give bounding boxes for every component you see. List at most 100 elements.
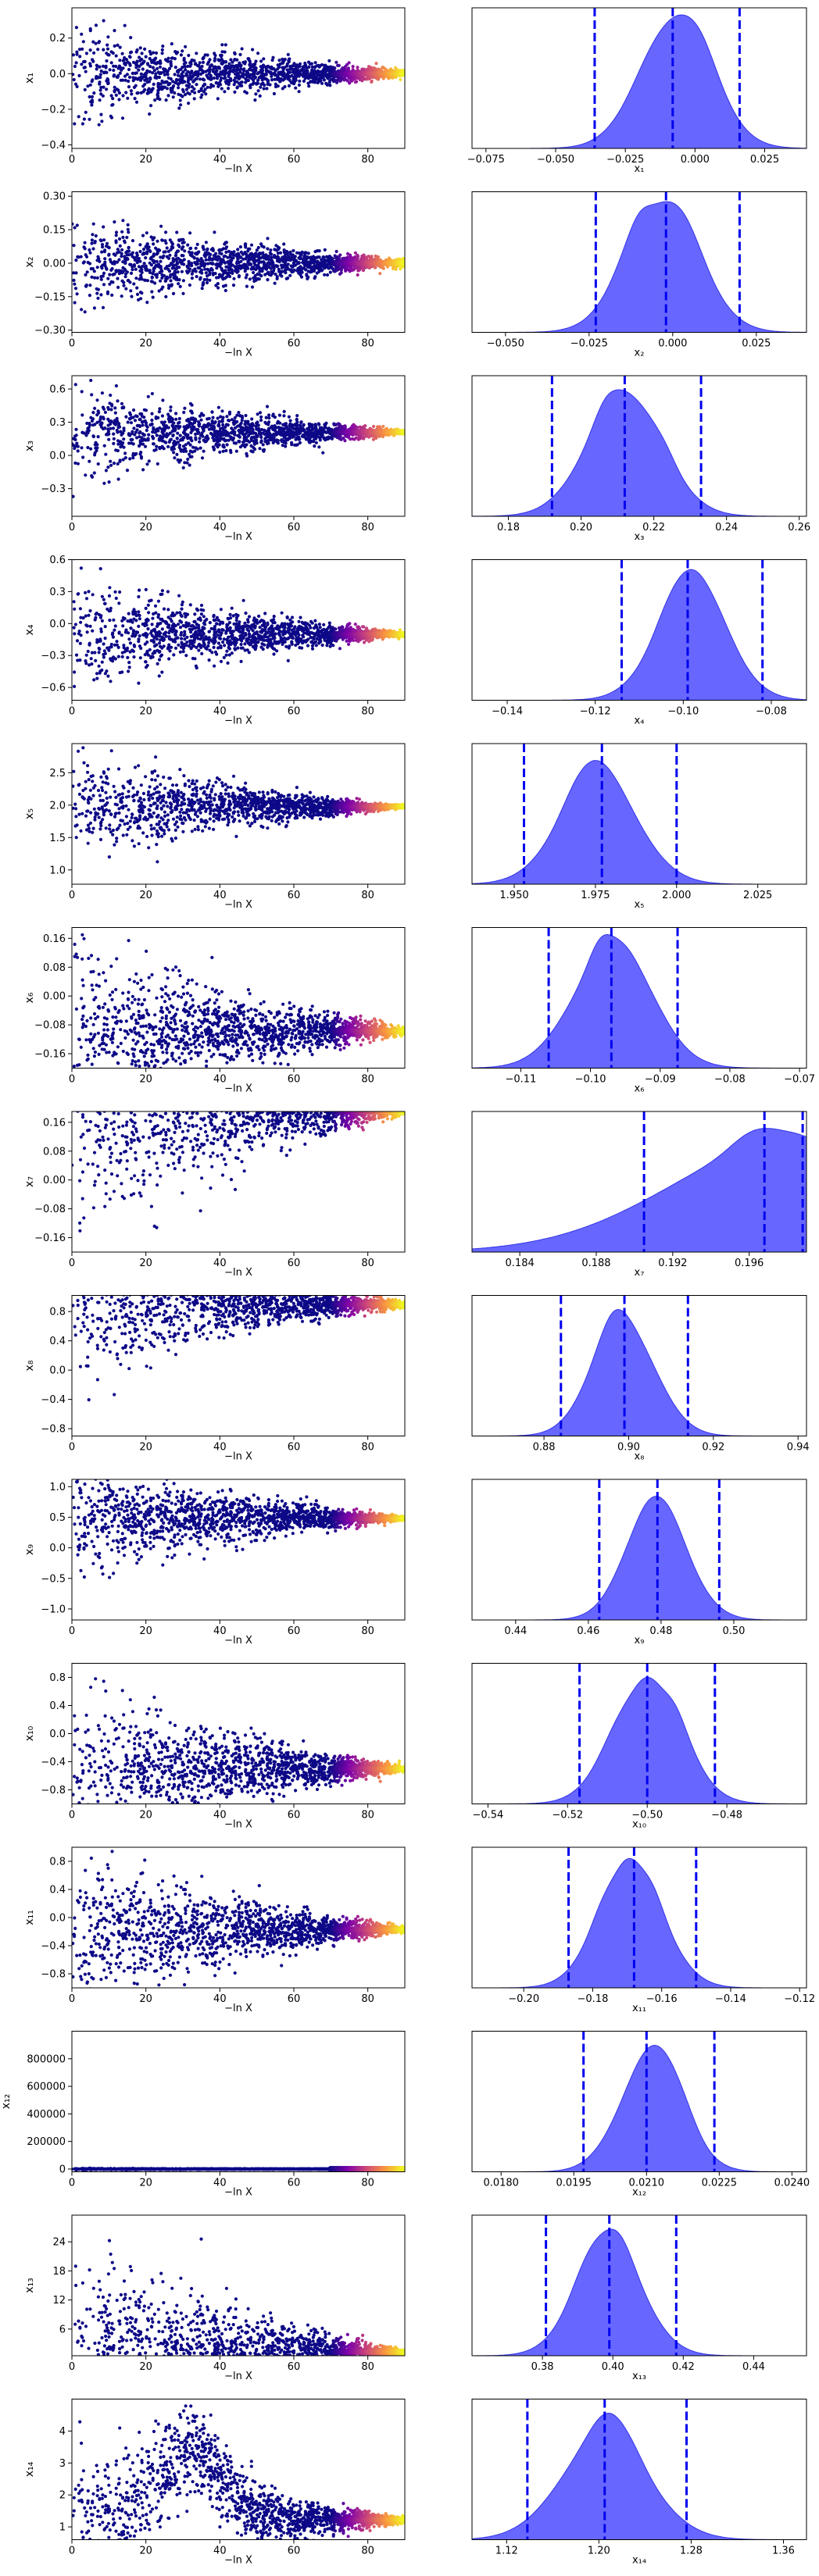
trace-point: [291, 261, 295, 265]
trace-point: [259, 70, 263, 74]
trace-point: [152, 82, 156, 86]
y-tick-label: 0.2: [49, 33, 66, 45]
trace-point: [129, 271, 134, 275]
trace-point: [98, 98, 102, 102]
trace-point: [251, 48, 255, 52]
trace-point: [310, 266, 314, 269]
trace-point: [210, 410, 214, 414]
trace-point: [99, 85, 103, 89]
trace-point: [263, 266, 267, 270]
trace-point: [128, 63, 132, 67]
trace-point: [163, 73, 166, 77]
trace-point: [211, 68, 215, 72]
x-tick-label: 60: [288, 522, 301, 533]
trace-point: [100, 250, 104, 254]
trace-point: [281, 255, 284, 259]
trace-point: [156, 427, 159, 431]
trace-point: [225, 430, 229, 434]
trace-point: [149, 104, 153, 108]
trace-point: [222, 77, 226, 80]
trace-point: [102, 225, 106, 229]
trace-point: [120, 68, 123, 72]
trace-point: [74, 26, 78, 30]
trace-point: [88, 248, 91, 252]
trace-point: [122, 437, 126, 441]
trace-point: [199, 260, 203, 264]
trace-point: [259, 418, 263, 423]
trace-point: [218, 251, 222, 255]
trace-point: [95, 413, 99, 417]
trace-point: [117, 237, 122, 241]
trace-point: [224, 423, 228, 426]
trace-point: [127, 253, 131, 257]
trace-point: [353, 80, 357, 84]
trace-point: [153, 430, 157, 434]
trace-point: [92, 471, 96, 475]
trace-point: [277, 430, 281, 433]
trace-point: [115, 416, 119, 420]
trace-point: [189, 71, 194, 75]
trace-point: [76, 444, 80, 448]
trace-point: [140, 291, 144, 295]
trace-point: [114, 230, 119, 234]
trace-point: [98, 80, 102, 84]
trace-point: [171, 80, 175, 84]
trace-point: [234, 72, 238, 76]
trace-point: [259, 85, 263, 89]
trace-point: [221, 71, 226, 76]
trace-point: [88, 95, 91, 99]
trace-point: [201, 60, 206, 64]
trace-point: [251, 450, 255, 454]
trace-point: [86, 84, 90, 88]
trace-point: [211, 248, 215, 252]
trace-point: [95, 398, 99, 402]
trace-point: [229, 436, 233, 440]
trace-point: [129, 89, 133, 93]
trace-point: [292, 268, 296, 272]
trace-point: [190, 429, 194, 433]
trace-point: [269, 266, 273, 270]
trace-point: [231, 438, 234, 442]
trace-point: [246, 266, 250, 270]
trace-point: [174, 417, 178, 421]
trace-point: [208, 66, 212, 71]
trace-point: [220, 426, 224, 430]
trace-point: [105, 70, 109, 74]
trace-point: [245, 284, 249, 288]
trace-point: [96, 296, 100, 300]
trace-point: [105, 87, 109, 91]
trace-point: [284, 75, 288, 79]
trace-point: [88, 29, 92, 33]
trace-point: [349, 268, 354, 273]
trace-point: [72, 73, 75, 77]
trace-point: [342, 436, 345, 441]
trace-point: [176, 458, 180, 462]
trace-point: [216, 445, 220, 449]
trace-point: [151, 237, 155, 241]
trace-point: [170, 42, 173, 46]
trace-point: [358, 435, 362, 439]
trace-point: [166, 71, 170, 75]
trace-point: [162, 70, 166, 74]
density-area: [472, 389, 806, 516]
trace-point: [206, 274, 209, 278]
marginal-axes: [471, 191, 807, 333]
trace-point: [352, 267, 356, 271]
trace-point: [116, 399, 120, 403]
trace-point: [246, 261, 250, 265]
trace-point: [146, 394, 150, 398]
trace-point: [249, 426, 252, 431]
trace-point: [271, 55, 275, 59]
trace-point: [114, 64, 118, 69]
trace-point: [252, 448, 257, 451]
trace-point: [268, 251, 272, 255]
trace-point: [313, 65, 317, 69]
x-axis-label: x₃: [635, 531, 645, 543]
trace-point: [256, 265, 259, 269]
trace-point: [320, 430, 324, 434]
trace-point: [90, 275, 94, 279]
trace-point: [272, 66, 276, 71]
trace-point: [73, 446, 77, 451]
